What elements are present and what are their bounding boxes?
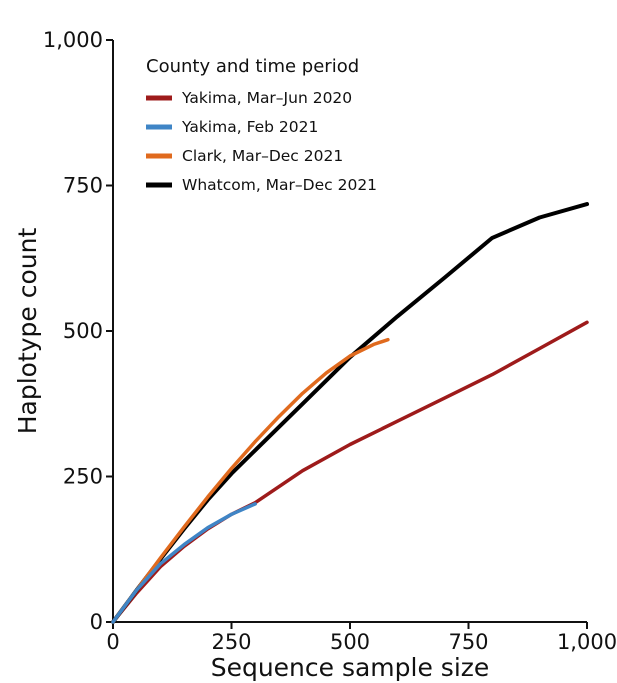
- legend-label: Clark, Mar–Dec 2021: [182, 147, 343, 165]
- y-axis-title: Haplotype count: [13, 228, 42, 435]
- x-tick-label: 1,000: [557, 630, 617, 654]
- legend-label: Yakima, Mar–Jun 2020: [181, 89, 352, 107]
- series-line-0: [111, 320, 589, 624]
- legend-label: Yakima, Feb 2021: [181, 118, 318, 136]
- axes: [106, 39, 588, 629]
- legend: County and time period Yakima, Mar–Jun 2…: [146, 56, 377, 194]
- legend-title: County and time period: [146, 56, 359, 77]
- y-tick-label: 250: [63, 465, 103, 489]
- x-tick-label: 0: [106, 630, 119, 654]
- y-tick-label: 0: [90, 610, 103, 634]
- x-axis-title: Sequence sample size: [211, 653, 490, 682]
- tick-labels: 0 250 500 750 1,000 0 250 500 750 1,000: [43, 28, 617, 654]
- x-tick-label: 750: [448, 630, 488, 654]
- legend-label: Whatcom, Mar–Dec 2021: [182, 176, 377, 194]
- x-tick-label: 250: [211, 630, 251, 654]
- y-tick-label: 750: [63, 174, 103, 198]
- series-line-1: [111, 502, 257, 624]
- legend-items: Yakima, Mar–Jun 2020 Yakima, Feb 2021 Clar…: [146, 89, 377, 194]
- series-line-3: [111, 202, 589, 624]
- series-line-2: [111, 337, 390, 624]
- y-tick-label: 500: [63, 319, 103, 343]
- series-lines: [111, 202, 589, 624]
- x-tick-label: 500: [330, 630, 370, 654]
- y-tick-label: 1,000: [43, 28, 103, 52]
